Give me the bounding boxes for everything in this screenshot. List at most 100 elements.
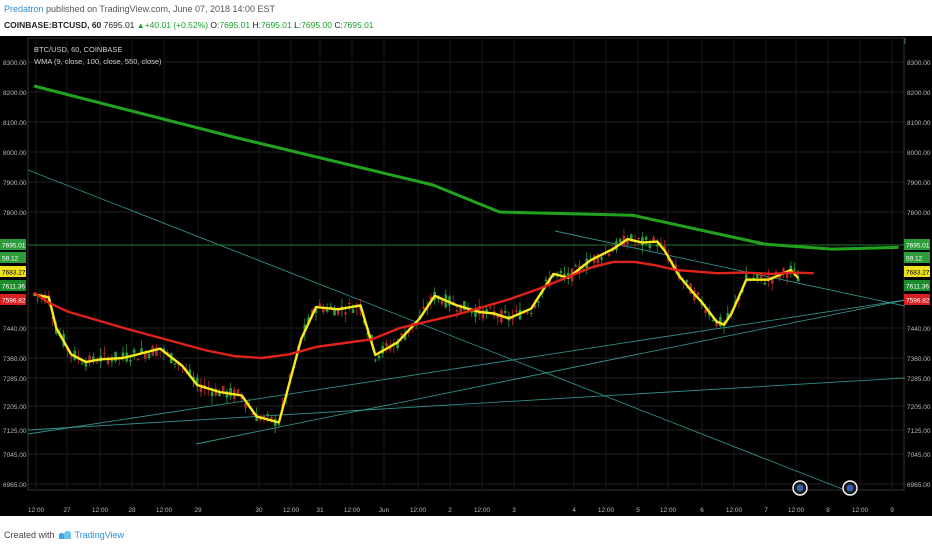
up-arrow-icon: ▲ [136, 21, 145, 30]
candle-body [166, 352, 169, 354]
candle-body [325, 307, 329, 312]
candle-body [314, 308, 318, 313]
candle-body [370, 335, 373, 342]
candle-body [719, 317, 722, 327]
price-badge-label: 7596.82 [906, 298, 930, 305]
y-tick-label-left: 7800.00 [3, 210, 27, 217]
author-link[interactable]: Predatron [4, 4, 44, 14]
ohlc-line: COINBASE:BTCUSD, 60 7695.01 ▲+40.01 (+0.… [4, 20, 374, 30]
x-tick-label: 12:00 [660, 507, 677, 514]
x-tick-label: 6 [700, 507, 704, 514]
candle-body [129, 360, 132, 362]
y-tick-label-right: 6965.00 [907, 482, 931, 489]
low-value: 7695.00 [301, 20, 332, 30]
y-tick-label-right: 7205.00 [907, 404, 931, 411]
x-tick-label: 27 [63, 507, 71, 514]
tradingview-link[interactable]: TradingView [74, 530, 125, 540]
y-tick-label-right: 7440.00 [907, 326, 931, 333]
open-value: 7695.01 [219, 20, 251, 30]
candle-body [555, 272, 559, 274]
candle-body [489, 307, 492, 309]
candle-body [333, 309, 336, 316]
price-badge-label: 7683.27 [906, 270, 930, 277]
series-line [33, 84, 899, 251]
x-tick-label: 12:00 [726, 507, 743, 514]
candle-body [318, 303, 321, 306]
y-tick-label-right: 7360.00 [907, 356, 931, 363]
candle-body [455, 310, 459, 312]
candle-body [466, 307, 470, 313]
candle-body [218, 391, 221, 397]
candle-body [277, 424, 281, 426]
x-tick-label: 8 [826, 507, 830, 514]
candle-body [236, 389, 240, 394]
candle-body [396, 342, 399, 349]
price-badge [904, 266, 930, 277]
x-tick-label: 2 [448, 507, 452, 514]
candle-body [785, 273, 789, 278]
x-axis: 12:00 27 12:00 28 12:00 29 30 12:00 31 12:00 Jun 12… [28, 507, 894, 514]
candle-body [147, 353, 151, 358]
candle-body [774, 271, 778, 273]
price-chart[interactable]: 8300.00 8200.00 8100.00 8000.00 7900.00 7800.… [0, 36, 932, 516]
price-badge-label: 7695.01 [906, 243, 930, 250]
x-tick-label: 12:00 [92, 507, 109, 514]
y-tick-label-right: 8300.00 [907, 60, 931, 67]
candle-body [544, 279, 548, 282]
candle-body [648, 244, 652, 249]
x-tick-label: 12:00 [474, 507, 491, 514]
y-tick-label-right: 8200.00 [907, 90, 931, 97]
price-badge [0, 294, 26, 305]
y-tick-label-left: 7285.00 [3, 376, 27, 383]
candle-body [756, 274, 759, 278]
price-badge-label: 7695.01 [2, 243, 26, 250]
chart-background [0, 36, 932, 516]
candle-body [388, 347, 392, 351]
candle-body [92, 356, 95, 362]
candle-body [140, 348, 143, 353]
candle-body [177, 364, 180, 366]
price-badge [0, 280, 26, 291]
candle-body [782, 268, 785, 272]
candle-body [54, 328, 58, 334]
legend-indicator: WMA (9, close, 100, close, 550, close) [34, 57, 162, 66]
candle-body [652, 237, 655, 241]
candle-body [399, 333, 403, 336]
candle-body [596, 254, 600, 263]
candle-body [474, 309, 477, 317]
candle-body [789, 265, 793, 271]
footer: Created with TradingView [0, 522, 932, 550]
x-tick-label: 12:00 [410, 507, 427, 514]
y-tick-label-left: 6965.00 [3, 482, 27, 489]
y-tick-label-left: 7045.00 [3, 452, 27, 459]
y-tick-label-left: 7440.00 [3, 326, 27, 333]
y-axis-right: 8300.00 8200.00 8100.00 8000.00 7900.00 7800.… [907, 60, 931, 489]
candle-body [374, 359, 377, 361]
y-tick-label-right: 7900.00 [907, 180, 931, 187]
candle-body [463, 301, 466, 311]
candle-body [626, 240, 629, 245]
candle-body [440, 300, 444, 305]
price-badge [904, 239, 930, 250]
candle-body [711, 319, 715, 321]
candle-body [221, 386, 225, 393]
y-tick-label-right: 8100.00 [907, 120, 931, 127]
price-badge [904, 252, 930, 263]
candle-body [262, 415, 266, 419]
y-tick-label-left: 8100.00 [3, 120, 27, 127]
x-tick-label: 12:00 [156, 507, 173, 514]
created-with: Created with TradingView [4, 530, 124, 540]
x-tick-label: 3 [512, 507, 516, 514]
candle-body [214, 388, 218, 396]
trendline [27, 377, 906, 431]
candle-body [303, 324, 307, 333]
candle-body [106, 358, 110, 364]
candle-body [763, 282, 767, 285]
candle-body [422, 306, 425, 309]
price-badge-label: 7683.27 [2, 270, 26, 277]
candle-body [80, 363, 84, 365]
candle-body [144, 352, 147, 359]
price-badges: 7695.01 7695.01 59.12 59.12 7683.27 7683.27 76… [0, 239, 930, 305]
created-label: Created with [4, 530, 55, 540]
candle-body [641, 237, 644, 246]
